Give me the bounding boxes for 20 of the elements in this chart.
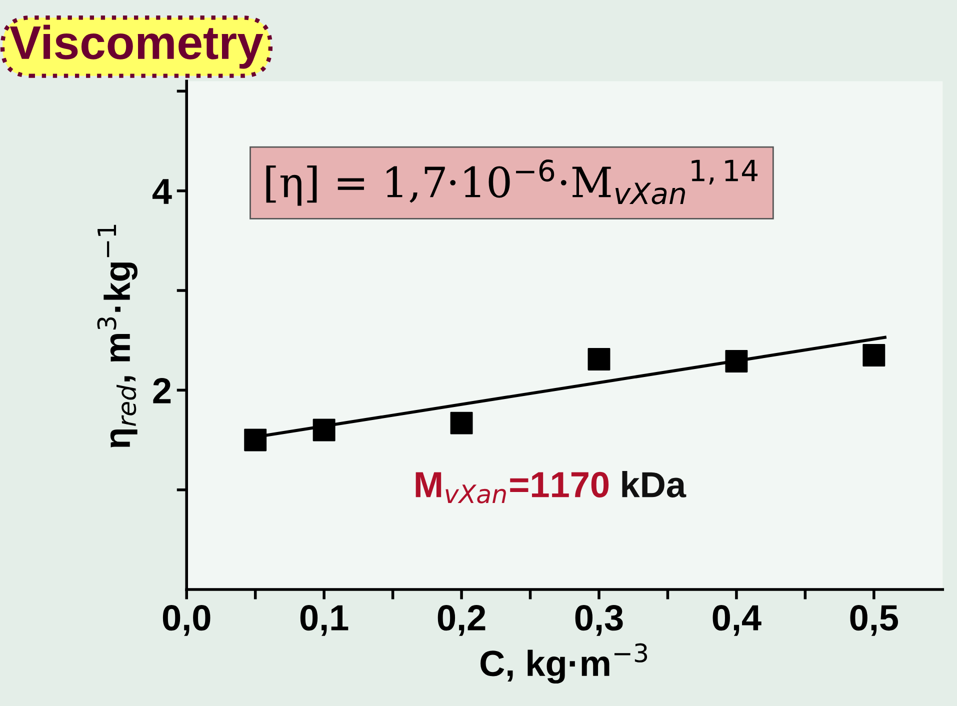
x-axis-title: C, kg·m$^{−3}$ xyxy=(480,643,648,684)
point xyxy=(588,348,610,370)
y-tick-label: 4 xyxy=(152,179,172,204)
point xyxy=(312,418,336,442)
x-tick-label: 0,4 xyxy=(712,605,762,636)
point xyxy=(450,412,473,434)
x-tick-label: 0,3 xyxy=(575,605,623,636)
annotation: [η] = 1,7·10$^{−6}$·M$_{vXan}$$^{1,14}$ xyxy=(266,160,758,206)
annotation: M$_{vXan}$=1170 xyxy=(416,472,609,504)
annotation: kDa xyxy=(622,471,686,498)
x-tick-label: 0,5 xyxy=(850,605,898,636)
x-tick-label: 0,1 xyxy=(300,605,348,636)
point xyxy=(244,428,267,452)
point xyxy=(725,350,748,372)
y-tick-label: 2 xyxy=(153,378,171,404)
x-tick-label: 0,0 xyxy=(162,605,210,636)
point xyxy=(862,344,886,367)
y-axis-title: η$_{red}$, m$^{3}$·kg$^{−1}$ xyxy=(97,224,138,448)
chart-title: Viscometry xyxy=(10,24,264,69)
x-tick-label: 0,2 xyxy=(438,605,486,636)
